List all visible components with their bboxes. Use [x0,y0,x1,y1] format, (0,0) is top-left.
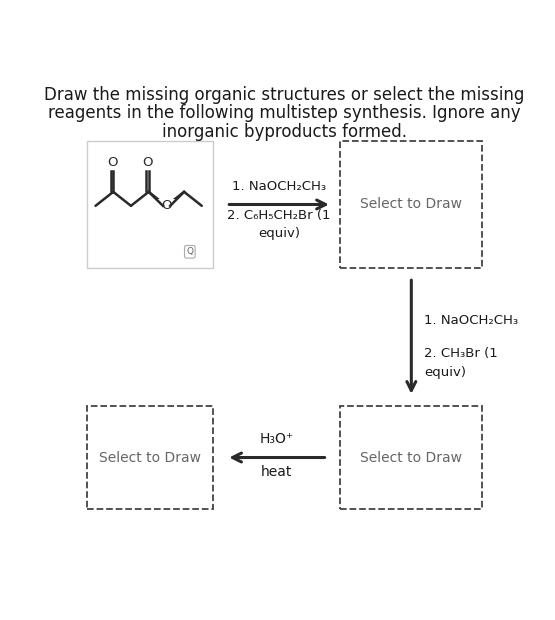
Bar [340,406,482,509]
Text: Select to Draw: Select to Draw [360,451,462,464]
Text: H₃O⁺: H₃O⁺ [260,432,294,446]
Bar [340,141,482,268]
Text: inorganic byproducts formed.: inorganic byproducts formed. [162,123,407,141]
Bar [87,406,214,509]
Text: heat: heat [261,464,292,479]
Text: Select to Draw: Select to Draw [360,198,462,211]
Text: 1. NaOCH₂CH₃: 1. NaOCH₂CH₃ [232,180,326,193]
Bar [87,141,214,268]
Text: 1. NaOCH₂CH₃: 1. NaOCH₂CH₃ [424,314,518,327]
Text: 2. CH₃Br (1: 2. CH₃Br (1 [424,347,498,360]
Text: Draw the missing organic structures or select the missing: Draw the missing organic structures or s… [44,86,524,104]
Text: equiv): equiv) [258,228,300,241]
Text: Select to Draw: Select to Draw [99,451,201,464]
Text: equiv): equiv) [424,366,466,379]
Text: reagents in the following multistep synthesis. Ignore any: reagents in the following multistep synt… [48,105,521,123]
Text: 2. C₆H₅CH₂Br (1: 2. C₆H₅CH₂Br (1 [228,210,331,222]
Text: Q: Q [186,247,193,256]
